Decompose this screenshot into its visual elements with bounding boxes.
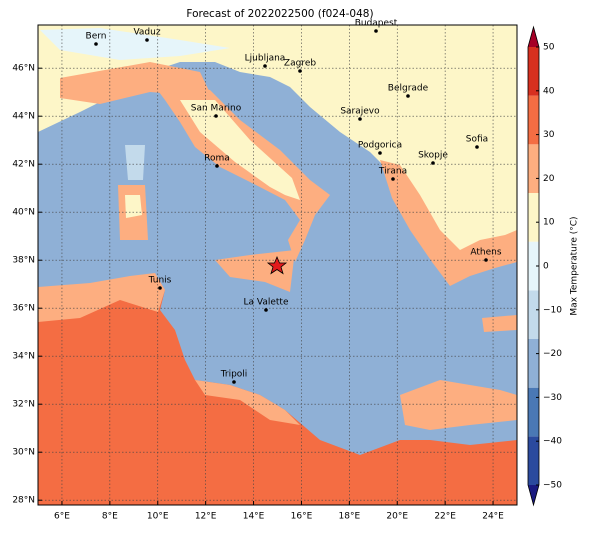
x-tick-label: 6°E (54, 512, 70, 522)
y-tick-label: 30°N (12, 448, 35, 458)
city-dot (145, 38, 149, 42)
city-dot (406, 94, 410, 98)
x-tick-label: 10°E (147, 512, 169, 522)
city-label: Skopje (418, 151, 448, 161)
y-tick-label: 40°N (12, 208, 35, 218)
sardinia-inland (125, 195, 142, 218)
city-dot (374, 29, 378, 33)
colorbar-label: Max Temperature (°C) (570, 216, 580, 315)
x-tick-label: 14°E (243, 512, 265, 522)
x-tick-label: 8°E (102, 512, 118, 522)
city-dot (158, 286, 162, 290)
x-tick-label: 12°E (195, 512, 217, 522)
city-dot (431, 161, 435, 165)
y-tick-label: 36°N (12, 304, 35, 314)
x-tick-label: 16°E (291, 512, 313, 522)
city-dot (263, 64, 267, 68)
colorbar-bin (528, 193, 539, 242)
map-area (38, 25, 517, 505)
libya-coast (195, 380, 300, 425)
city-dot (391, 177, 395, 181)
city-label: Vaduz (133, 28, 160, 38)
colorbar-tick-label: 20 (543, 174, 555, 184)
city-label: Athens (470, 248, 501, 258)
colorbar-tick-label: −40 (543, 437, 562, 447)
city-dot (232, 380, 236, 384)
balkan-coast (380, 160, 517, 286)
corsica (125, 145, 145, 180)
city-dot (94, 42, 98, 46)
y-tick-label: 42°N (12, 160, 35, 170)
y-tick-label: 38°N (12, 256, 35, 266)
city-dot (298, 69, 302, 73)
apennines (180, 100, 300, 200)
city-dot (264, 308, 268, 312)
city-label: Tripoli (220, 370, 248, 380)
city-dot (378, 151, 382, 155)
colorbar-bin (528, 241, 539, 291)
city-label: Bern (86, 32, 107, 42)
colorbar-tick-label: 40 (543, 86, 555, 96)
city-label: Tirana (378, 167, 407, 177)
x-tick-label: 18°E (339, 512, 361, 522)
colorbar-bin (528, 387, 539, 437)
y-tick-label: 34°N (12, 352, 35, 362)
colorbar-bin (528, 144, 539, 193)
city-label: Sarajevo (340, 107, 380, 117)
colorbar-extend-high (528, 27, 539, 47)
colorbar-tick-label: 30 (543, 130, 555, 140)
italy (150, 80, 330, 262)
city-label: Roma (204, 154, 230, 164)
title: Forecast of 2022022500 (f024-048) (186, 8, 373, 20)
y-tick-label: 46°N (12, 64, 35, 74)
city-dot (358, 117, 362, 121)
colorbar-tick-label: 50 (543, 43, 555, 53)
city-dot (484, 258, 488, 262)
city-label: Belgrade (388, 84, 429, 94)
colorbar-bin (528, 47, 539, 96)
colorbar-bin (528, 290, 539, 339)
colorbar-tick-label: −30 (543, 393, 562, 403)
colorbar-tick-label: −50 (543, 481, 562, 491)
colorbar-extend-low (528, 485, 539, 505)
x-tick-label: 20°E (386, 512, 408, 522)
city-dot (214, 114, 218, 118)
africa (38, 275, 517, 505)
x-tick-label: 22°E (434, 512, 456, 522)
y-tick-label: 28°N (12, 496, 35, 506)
city-label: Ljubljana (245, 54, 286, 64)
colorbar-tick-label: 10 (543, 218, 555, 228)
colorbar-tick-label: 0 (543, 262, 549, 272)
city-label: San Marino (191, 104, 242, 114)
city-label: Podgorica (358, 141, 402, 151)
cyrenaica (400, 380, 517, 430)
city-label: Sofia (466, 135, 488, 145)
crete (482, 315, 517, 332)
colorbar-tick-label: −20 (543, 349, 562, 359)
y-tick-label: 32°N (12, 400, 35, 410)
alps-cold (40, 28, 230, 60)
colorbar-tick-label: −10 (543, 305, 562, 315)
city-dot (475, 145, 479, 149)
city-label: Budapest (355, 19, 398, 29)
colorbar-bin (528, 436, 539, 485)
city-label: La Valette (244, 298, 289, 308)
map-frame (37, 24, 518, 506)
star-marker (266, 255, 288, 275)
colorbar-bin (528, 339, 539, 388)
y-tick-label: 44°N (12, 112, 35, 122)
city-dot (215, 164, 219, 168)
x-tick-label: 24°E (482, 512, 504, 522)
city-label: Tunis (148, 276, 172, 286)
tunisia-coast (38, 273, 165, 322)
city-label: Zagreb (284, 59, 316, 69)
colorbar-bin (528, 95, 539, 145)
